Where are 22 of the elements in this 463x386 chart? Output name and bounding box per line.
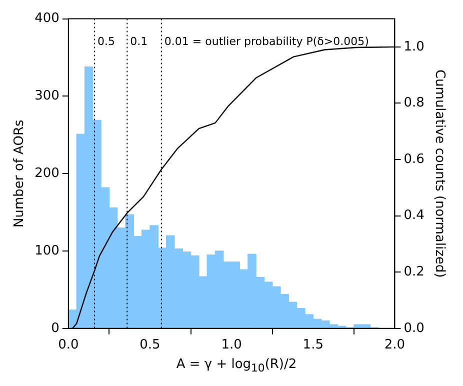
x-tick-label: 2.0: [384, 338, 406, 353]
annotation: 0.1: [130, 34, 148, 48]
y2-tick-label: 0.8: [404, 96, 424, 111]
y2-tick-label: 0.2: [404, 264, 424, 280]
x-tick-label: 1.5: [302, 338, 324, 353]
y-tick-label: 100: [34, 243, 60, 258]
y2-axis-title: Cumulative counts (normalized): [432, 69, 447, 278]
x-axis-title: A = γ + log$_{10}$(R)/2: [175, 356, 298, 377]
y2-tick-label: 0.0: [404, 320, 424, 336]
annotation: 0.01 = outlier probability P(δ>0.005): [164, 34, 369, 48]
y2-tick-label: 0.6: [404, 152, 424, 167]
x-tick-label: 0.5: [140, 338, 160, 353]
y-tick-label: 300: [34, 88, 60, 104]
y-axis-title: Number of AORs: [12, 120, 28, 228]
x-tick-label: 0.0: [58, 338, 79, 353]
y2-tick-label: 1.0: [404, 39, 424, 54]
y2-tick-label: 0.4: [404, 208, 424, 224]
x-tick-label: 1.0: [221, 338, 242, 353]
annotation: 0.5: [98, 34, 116, 48]
y-tick-label: 400: [34, 11, 60, 26]
y-tick-label: 200: [34, 166, 60, 181]
y-tick-label: 0: [51, 320, 60, 336]
